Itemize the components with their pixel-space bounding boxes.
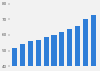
Bar xyxy=(44,37,49,71)
Bar xyxy=(59,32,64,71)
Bar xyxy=(12,48,17,71)
Bar xyxy=(28,41,33,71)
Bar xyxy=(91,15,96,71)
Bar xyxy=(51,35,57,71)
Bar xyxy=(67,29,72,71)
Bar xyxy=(36,40,41,71)
Bar xyxy=(75,26,80,71)
Bar xyxy=(83,19,88,71)
Bar xyxy=(20,44,25,71)
